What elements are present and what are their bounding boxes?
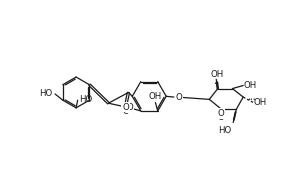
Text: OH: OH <box>149 92 162 101</box>
Text: HO: HO <box>218 126 232 135</box>
Text: OH: OH <box>244 81 257 90</box>
Text: HO: HO <box>79 95 92 104</box>
Text: O: O <box>126 104 133 113</box>
Text: O: O <box>122 103 129 112</box>
Text: OH: OH <box>210 70 223 79</box>
Text: O: O <box>175 93 182 102</box>
Text: •••: ••• <box>247 97 256 102</box>
Text: HO: HO <box>40 89 53 98</box>
Text: O: O <box>122 107 129 116</box>
Text: O: O <box>126 103 133 112</box>
Text: O: O <box>217 109 224 118</box>
Text: •: • <box>213 81 216 86</box>
Text: OH: OH <box>254 98 267 107</box>
Text: O: O <box>217 113 224 122</box>
